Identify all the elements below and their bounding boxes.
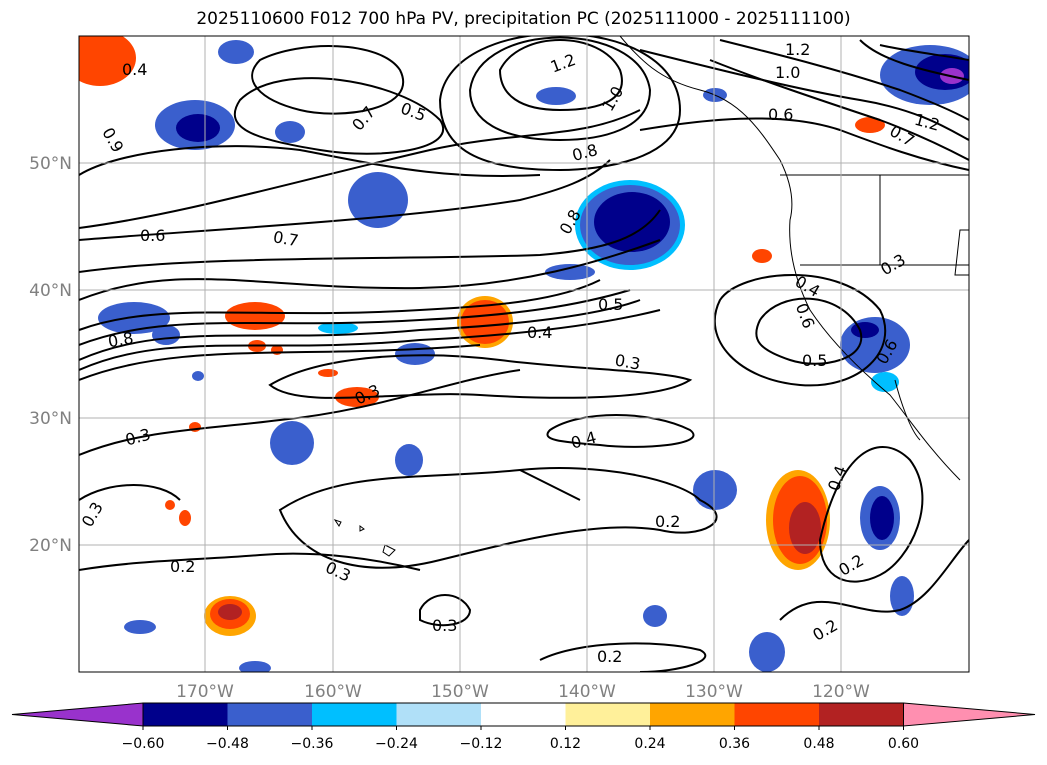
lon-label: 120°W [812, 682, 870, 702]
colorbar-outline [142, 702, 904, 727]
contour-label: 1.2 [785, 40, 810, 59]
colorbar-extend-low [11, 702, 144, 727]
colorbar-extend-high [903, 702, 1036, 727]
colorbar-tick-label: 0.24 [634, 736, 665, 752]
colorbar-swatch [650, 703, 735, 726]
contour-label: 0.2 [597, 647, 622, 666]
colorbar-tick-label: −0.60 [122, 736, 165, 752]
contour-label: 0.3 [613, 351, 641, 374]
colorbar-swatch [143, 703, 228, 726]
contour-label: 1.0 [775, 63, 800, 82]
contour-label: 0.7 [272, 227, 300, 250]
colorbar-tick-label: −0.36 [291, 736, 334, 752]
map-plot-area: 0.4 0.9 0.7 0.5 1.2 1.0 0.6 0.7 1.2 1.2 … [79, 36, 969, 672]
lat-label: 50°N [29, 154, 72, 174]
colorbar-tick-label: 0.60 [888, 736, 919, 752]
contour-label: 0.5 [802, 351, 827, 370]
latitude-labels: 50°N 40°N 30°N 20°N [29, 154, 72, 556]
colorbar-swatch [819, 703, 904, 726]
contour-label: 0.6 [140, 226, 165, 245]
contour-label: 0.2 [655, 512, 680, 531]
lat-label: 20°N [29, 536, 72, 556]
colorbar-tick-label: −0.24 [375, 736, 418, 752]
lat-label: 30°N [29, 409, 72, 429]
colorbar-tick-label: 0.36 [719, 736, 750, 752]
contour-label: 0.4 [527, 323, 552, 342]
colorbar-swatch [312, 703, 397, 726]
colorbar-tick-label: 0.48 [803, 736, 834, 752]
contour-label: 0.8 [106, 328, 134, 351]
lon-label: 150°W [431, 682, 489, 702]
contour-label: 0.4 [122, 60, 147, 79]
colorbar-tick-label: −0.48 [206, 736, 249, 752]
lat-label: 40°N [29, 281, 72, 301]
lon-label: 140°W [558, 682, 616, 702]
map-title: 2025110600 F012 700 hPa PV, precipitatio… [196, 9, 851, 29]
colorbar-swatch [227, 703, 312, 726]
lon-label: 130°W [685, 682, 743, 702]
colorbar-swatch [396, 703, 481, 726]
contour-label: 0.3 [432, 616, 457, 635]
lon-label: 170°W [176, 682, 234, 702]
contour-label: 0.2 [170, 557, 195, 576]
colorbar-swatch [481, 703, 566, 726]
contour-label: 0.5 [598, 295, 623, 314]
colorbar-swatch [734, 703, 819, 726]
colorbar-swatch [565, 703, 650, 726]
pv-contours [79, 36, 969, 672]
precip-negative-anomalies [98, 40, 969, 672]
coastlines [333, 36, 969, 557]
graticule [79, 36, 969, 672]
longitude-labels: 170°W 160°W 150°W 140°W 130°W 120°W [176, 682, 870, 702]
colorbar: −0.60 −0.48 −0.36 −0.24 −0.12 0.12 0.24 0.36 0.4… [11, 702, 1036, 752]
plot-frame [78, 35, 970, 673]
lon-label: 160°W [304, 682, 362, 702]
contour-label: 0.6 [768, 105, 793, 124]
colorbar-tick-label: 0.12 [550, 736, 581, 752]
colorbar-tick-label: −0.12 [460, 736, 503, 752]
